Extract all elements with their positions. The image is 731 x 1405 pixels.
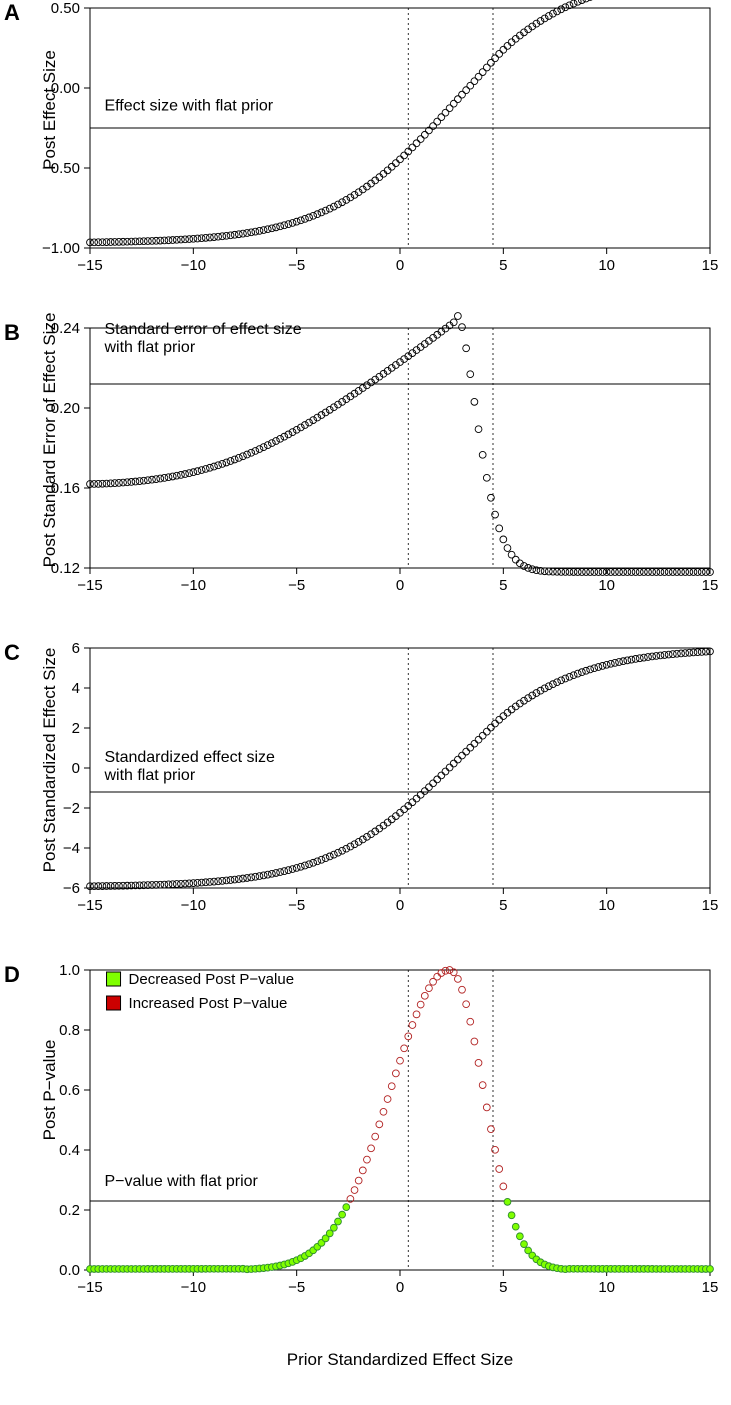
svg-text:−6: −6 [63,880,80,897]
svg-text:5: 5 [499,897,507,914]
panel-letter-c: C [4,640,20,666]
svg-text:−5: −5 [288,577,305,594]
svg-text:15: 15 [702,1279,719,1296]
panel-c: −15−10−5051015−6−4−20246Standardized eff… [90,648,710,888]
svg-text:Effect size with flat prior: Effect size with flat prior [104,97,273,114]
svg-text:0.4: 0.4 [59,1142,80,1159]
svg-text:0: 0 [396,257,404,274]
svg-text:5: 5 [499,577,507,594]
panel-d: −15−10−50510150.00.20.40.60.81.0P−value … [90,970,710,1270]
svg-text:10: 10 [598,897,615,914]
svg-text:−15: −15 [77,897,102,914]
figure: A B C D −15−10−5051015−1.00−0.500.000.50… [0,0,731,1405]
y-label-c: Post Standardized Effect Size [40,630,60,890]
svg-text:0.0: 0.0 [59,1262,80,1279]
panel-b-svg: −15−10−50510150.120.160.200.24Standard e… [90,328,710,568]
svg-text:with flat prior: with flat prior [103,767,195,784]
svg-text:5: 5 [499,257,507,274]
svg-text:−2: −2 [63,800,80,817]
x-axis-label: Prior Standardized Effect Size [90,1350,710,1370]
panel-d-svg: −15−10−50510150.00.20.40.60.81.0P−value … [90,970,710,1270]
svg-text:−5: −5 [288,1279,305,1296]
svg-text:Standard error of effect size: Standard error of effect size [104,321,301,338]
svg-text:with flat prior: with flat prior [103,339,195,356]
svg-text:Decreased Post P−value: Decreased Post P−value [129,971,295,988]
svg-text:15: 15 [702,897,719,914]
svg-text:0.2: 0.2 [59,1202,80,1219]
panel-letter-a: A [4,0,20,26]
svg-text:−4: −4 [63,840,80,857]
svg-text:15: 15 [702,577,719,594]
svg-text:6: 6 [72,640,80,657]
svg-text:−10: −10 [181,577,206,594]
svg-text:10: 10 [598,1279,615,1296]
svg-text:0: 0 [396,577,404,594]
panel-b: −15−10−50510150.120.160.200.24Standard e… [90,328,710,568]
svg-text:−5: −5 [288,257,305,274]
svg-text:1.0: 1.0 [59,962,80,979]
svg-text:0: 0 [396,897,404,914]
svg-text:−15: −15 [77,577,102,594]
svg-text:−10: −10 [181,897,206,914]
svg-text:Increased Post P−value: Increased Post P−value [129,995,288,1012]
panel-a: −15−10−5051015−1.00−0.500.000.50Effect s… [90,8,710,248]
svg-text:2: 2 [72,720,80,737]
svg-text:Standardized effect size: Standardized effect size [104,749,275,766]
svg-text:0.8: 0.8 [59,1022,80,1039]
svg-text:−10: −10 [181,1279,206,1296]
svg-text:−15: −15 [77,1279,102,1296]
svg-text:10: 10 [598,257,615,274]
panel-letter-d: D [4,962,20,988]
y-label-a: Post Effect Size [40,0,60,230]
svg-text:10: 10 [598,577,615,594]
y-label-d: Post P−value [40,1000,60,1180]
svg-text:−1.00: −1.00 [42,240,80,257]
svg-text:0.6: 0.6 [59,1082,80,1099]
panel-letter-b: B [4,320,20,346]
panel-a-svg: −15−10−5051015−1.00−0.500.000.50Effect s… [90,8,710,248]
svg-text:0: 0 [396,1279,404,1296]
svg-text:−10: −10 [181,257,206,274]
svg-text:4: 4 [72,680,80,697]
svg-text:P−value with flat prior: P−value with flat prior [104,1173,258,1190]
panel-c-svg: −15−10−5051015−6−4−20246Standardized eff… [90,648,710,888]
svg-text:0: 0 [72,760,80,777]
svg-text:5: 5 [499,1279,507,1296]
svg-text:−5: −5 [288,897,305,914]
svg-text:−15: −15 [77,257,102,274]
y-label-b: Post Standard Error of Effect Size [40,300,60,580]
svg-text:15: 15 [702,257,719,274]
